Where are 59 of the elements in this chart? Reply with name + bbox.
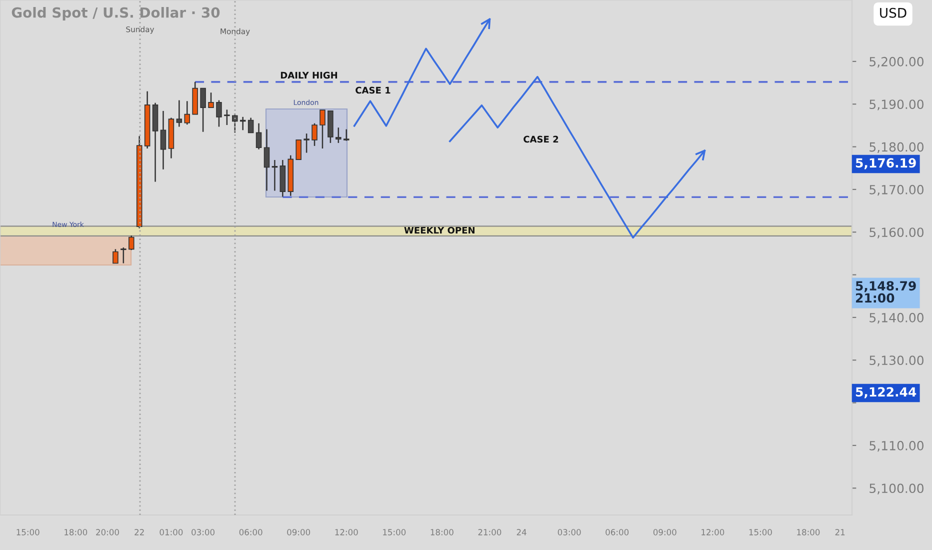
- x-tick-label: 24: [516, 529, 526, 536]
- x-tick-label: 15:00: [749, 529, 772, 536]
- x-tick-label: 03:00: [192, 529, 214, 536]
- candlestick: [296, 140, 302, 160]
- text: 5,176.19: [856, 158, 916, 170]
- candlestick: [336, 126, 342, 144]
- y-tick-label: 5,170.00: [870, 184, 924, 196]
- annotation: CASE 1: [356, 86, 390, 94]
- candlestick: [240, 116, 246, 131]
- x-tick-label: 18:00: [430, 529, 454, 536]
- candlestick: [200, 88, 206, 132]
- candlestick: [184, 100, 190, 126]
- y-tick-label: 5,190.00: [870, 100, 924, 110]
- candlestick: [272, 159, 278, 192]
- x-tick-label: 03:00: [558, 529, 581, 536]
- y-tick-label: 5,160.00: [870, 228, 924, 238]
- candlestick: [304, 132, 310, 154]
- candlestick: [120, 246, 126, 264]
- x-tick-label: 20:00: [96, 529, 119, 536]
- x-tick-label: 06:00: [606, 529, 629, 536]
- candlestick: [224, 109, 230, 126]
- x-tick-label: 09:00: [653, 529, 676, 536]
- x-tick-label: 22: [134, 529, 144, 536]
- candlestick: [216, 100, 222, 128]
- candlestick: [128, 234, 134, 251]
- band-label: WEEKLY OPEN: [404, 226, 474, 234]
- x-tick-label: 06:00: [239, 529, 262, 536]
- y-tick-label: 5,200.00: [870, 56, 924, 68]
- x-tick-label: 21:00: [478, 529, 502, 536]
- candlestick: [176, 100, 182, 128]
- candlestick: [312, 122, 318, 147]
- x-tick-label: 18:00: [797, 529, 820, 536]
- text: USD: [880, 8, 906, 18]
- x-tick-label: 15:00: [16, 529, 40, 536]
- text: 5,148.79 21:00: [856, 281, 916, 303]
- chart-title: Gold Spot / U.S. Dollar · 30: [12, 7, 220, 20]
- x-tick-label: 01:00: [160, 529, 183, 536]
- y-tick-label: 5,140.00: [870, 312, 924, 324]
- candlestick: [343, 128, 350, 142]
- x-tick-label: 21: [835, 529, 845, 536]
- annotation: DAILY HIGH: [280, 72, 338, 79]
- candlestick: [320, 109, 326, 150]
- candlestick: [112, 248, 118, 264]
- candlestick: [256, 122, 262, 150]
- candlestick: [160, 110, 166, 170]
- x-tick-label: 15:00: [383, 529, 406, 536]
- x-tick-label: 18:00: [64, 529, 88, 536]
- y-tick-label: 5,110.00: [870, 440, 924, 452]
- candlestick: [208, 92, 214, 108]
- x-tick-label: 12:00: [702, 529, 724, 536]
- y-tick-label: 5,180.00: [870, 142, 924, 153]
- x-tick-label: 09:00: [287, 529, 310, 536]
- text: 5,122.44: [856, 387, 916, 398]
- y-tick-label: 5,100.00: [870, 484, 924, 494]
- x-tick-label: 12:00: [335, 529, 358, 536]
- candlestick: [248, 117, 254, 134]
- candlestick: [264, 128, 270, 192]
- y-tick-label: 5,130.00: [870, 356, 924, 366]
- annotation: CASE 2: [524, 136, 558, 143]
